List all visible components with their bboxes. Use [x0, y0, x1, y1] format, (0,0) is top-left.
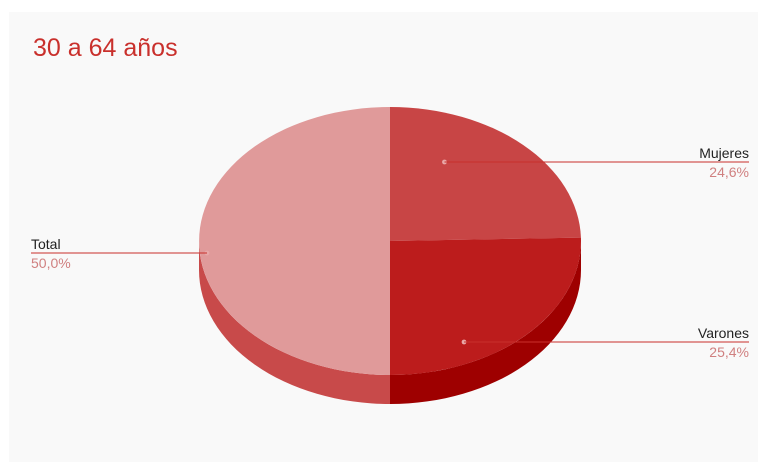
pie-chart: Mujeres 24,6% Varones 25,4% Total 50,0% — [31, 107, 749, 404]
chart-title: 30 a 64 años — [33, 34, 178, 62]
pie-side-varones — [390, 241, 581, 404]
slice-value-varones: 25,4% — [709, 344, 749, 360]
slice-label-total: Total — [31, 236, 61, 252]
pie-slice-varones[interactable] — [390, 237, 581, 375]
slice-label-varones: Varones — [698, 325, 749, 341]
pie-side-total — [199, 241, 390, 404]
chart-card: 30 a 64 años Mujeres 24,6% Varones 25,4% Tot… — [9, 12, 758, 462]
pie-slice-mujeres[interactable] — [390, 107, 581, 241]
slice-value-total: 50,0% — [31, 255, 71, 271]
slice-value-mujeres: 24,6% — [709, 164, 749, 180]
slice-label-mujeres: Mujeres — [699, 145, 749, 161]
pie-slice-total[interactable] — [199, 107, 390, 375]
